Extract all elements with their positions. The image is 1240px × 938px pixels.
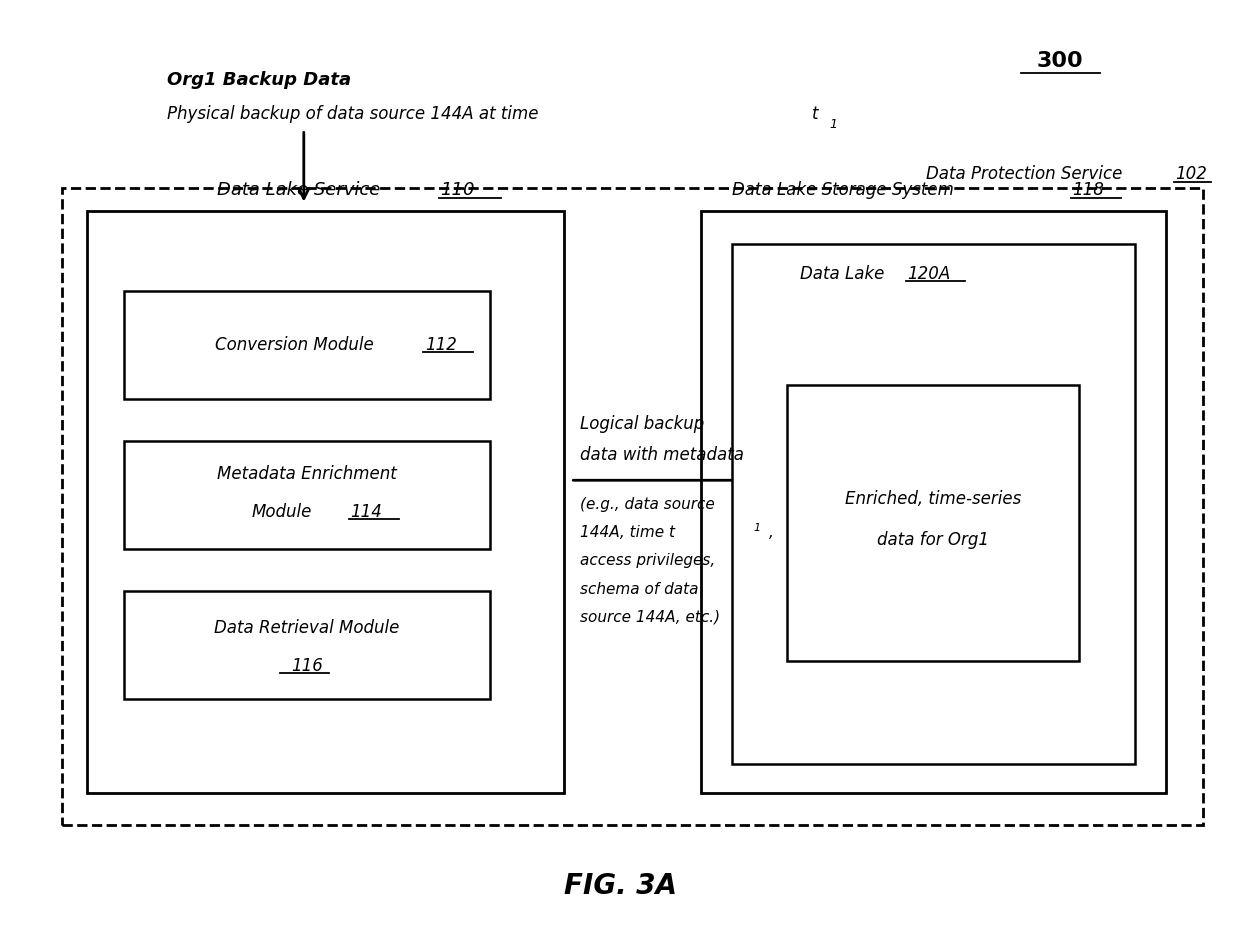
Text: schema of data: schema of data <box>580 582 699 597</box>
Text: 120A: 120A <box>908 265 951 283</box>
Text: Data Retrieval Module: Data Retrieval Module <box>215 619 399 637</box>
Text: Org1 Backup Data: Org1 Backup Data <box>167 70 351 89</box>
Text: Physical backup of data source 144A at time: Physical backup of data source 144A at t… <box>167 105 544 124</box>
Text: 144A, time t: 144A, time t <box>580 525 676 540</box>
Bar <box>124 591 490 699</box>
Text: Metadata Enrichment: Metadata Enrichment <box>217 465 397 483</box>
Bar <box>87 211 564 793</box>
Text: 102: 102 <box>1176 165 1208 184</box>
Text: Enriched, time-series: Enriched, time-series <box>844 491 1022 508</box>
Text: data for Org1: data for Org1 <box>877 531 990 549</box>
Text: 1: 1 <box>754 522 761 533</box>
Text: Data Lake Storage System: Data Lake Storage System <box>732 181 954 200</box>
Text: 300: 300 <box>1037 51 1084 71</box>
Text: (e.g., data source: (e.g., data source <box>580 497 715 512</box>
Bar <box>62 188 1203 825</box>
Text: Module: Module <box>252 503 312 521</box>
Text: data with metadata: data with metadata <box>580 446 744 464</box>
Text: access privileges,: access privileges, <box>580 553 715 568</box>
Bar <box>701 211 1166 793</box>
Text: t: t <box>812 105 818 124</box>
Bar <box>787 385 1079 661</box>
Text: 110: 110 <box>440 181 475 200</box>
Text: 1: 1 <box>830 118 837 131</box>
Bar <box>124 441 490 549</box>
Text: FIG. 3A: FIG. 3A <box>563 872 677 900</box>
Text: 114: 114 <box>350 503 382 521</box>
Text: 116: 116 <box>291 657 322 674</box>
Text: 112: 112 <box>424 336 456 354</box>
Text: Conversion Module: Conversion Module <box>215 336 374 354</box>
Text: ,: , <box>769 525 774 540</box>
Bar <box>732 244 1135 764</box>
Text: Data Lake Service: Data Lake Service <box>217 181 381 200</box>
Text: Data Lake: Data Lake <box>800 265 884 283</box>
Bar <box>124 291 490 399</box>
Text: 118: 118 <box>1073 181 1105 200</box>
Text: source 144A, etc.): source 144A, etc.) <box>580 610 720 625</box>
Text: Data Protection Service: Data Protection Service <box>926 165 1122 184</box>
Text: Logical backup: Logical backup <box>580 415 704 433</box>
